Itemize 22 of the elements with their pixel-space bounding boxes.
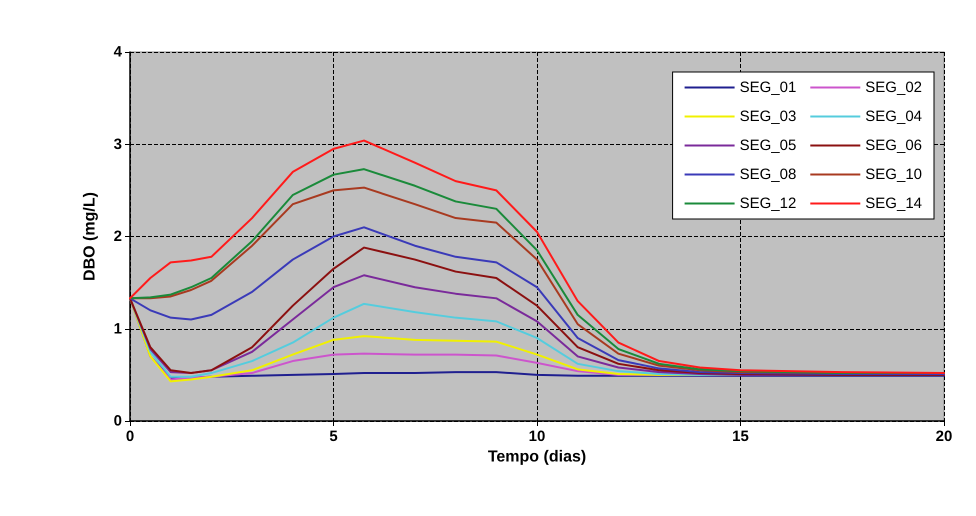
x-tick-label: 10 <box>528 428 546 445</box>
y-tick-label: 0 <box>114 412 122 430</box>
legend-label: SEG_03 <box>740 108 796 125</box>
y-tick-label: 3 <box>114 136 122 153</box>
y-tick-label: 1 <box>114 320 122 338</box>
legend-label: SEG_04 <box>865 108 922 125</box>
y-tick-label: 2 <box>114 228 122 245</box>
x-tick-label: 15 <box>732 428 749 445</box>
x-tick-label: 5 <box>329 428 338 445</box>
legend-label: SEG_06 <box>865 137 922 154</box>
legend-label: SEG_05 <box>740 137 796 154</box>
legend-label: SEG_01 <box>740 79 796 96</box>
legend-label: SEG_14 <box>865 195 922 212</box>
y-tick-label: 4 <box>114 44 123 60</box>
legend-label: SEG_10 <box>865 166 922 183</box>
y-axis-title: DBO (mg/L) <box>82 192 98 281</box>
x-tick-label: 20 <box>936 428 952 445</box>
legend-label: SEG_12 <box>740 195 796 212</box>
legend-label: SEG_08 <box>740 166 796 183</box>
x-axis-title: Tempo (dias) <box>488 448 586 466</box>
x-tick-label: 0 <box>126 428 134 445</box>
legend-label: SEG_02 <box>865 79 922 96</box>
